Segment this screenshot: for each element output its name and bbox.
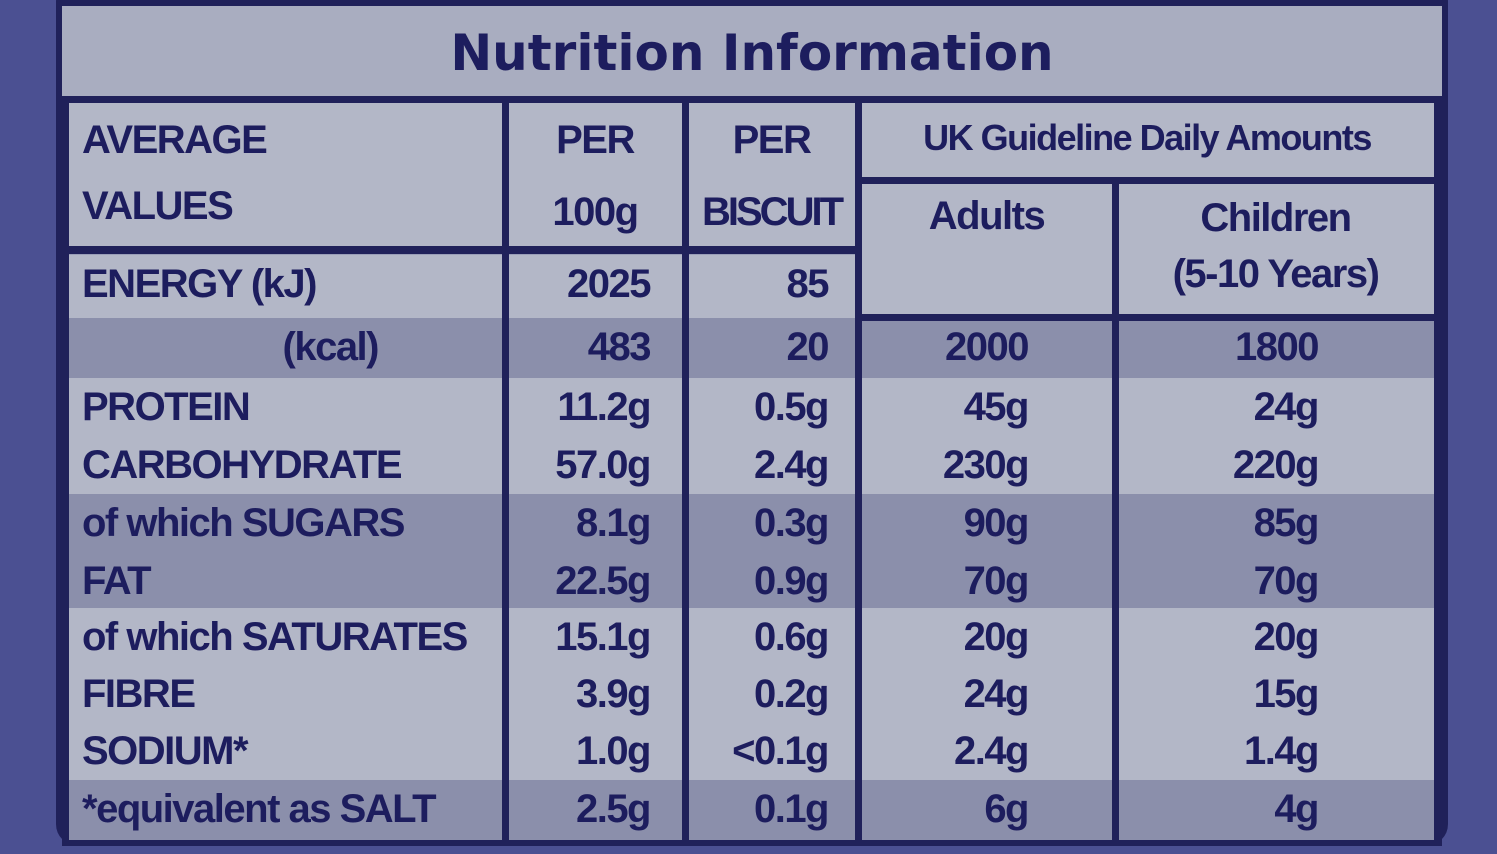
cell-value: 45g bbox=[963, 385, 1030, 429]
cell-value: 2.4g bbox=[753, 443, 830, 487]
cell-value: 85 bbox=[786, 262, 830, 306]
cell-value: 220g bbox=[1232, 443, 1320, 487]
cell-value: 70g bbox=[963, 559, 1030, 603]
cell-value: 0.2g bbox=[753, 672, 830, 716]
row-label: of which SATURATES bbox=[82, 615, 468, 659]
column-rule bbox=[502, 100, 509, 845]
table-border bbox=[62, 96, 69, 846]
cell-value: 0.6g bbox=[753, 615, 830, 659]
cell-value: 57.0g bbox=[555, 443, 651, 487]
cell-value: 15g bbox=[1253, 672, 1320, 716]
column-rule bbox=[855, 100, 862, 845]
header-text: (5-10 Years) bbox=[1172, 252, 1380, 296]
cell-value: 8.1g bbox=[575, 501, 652, 545]
header-cell bbox=[858, 100, 1436, 318]
header-text: AVERAGE bbox=[82, 118, 268, 162]
cell-value: 0.3g bbox=[753, 501, 830, 545]
title: Nutrition Information bbox=[450, 24, 1054, 82]
header-text: VALUES bbox=[82, 184, 234, 228]
cell-value: 22.5g bbox=[555, 559, 651, 603]
row-background bbox=[68, 255, 858, 318]
cell-value: 15.1g bbox=[555, 615, 651, 659]
cell-value: 230g bbox=[942, 443, 1030, 487]
cell-value: 11.2g bbox=[557, 385, 651, 429]
cell-value: 24g bbox=[963, 672, 1030, 716]
row-background bbox=[68, 378, 1436, 436]
cell-value: 20g bbox=[963, 615, 1030, 659]
table-border bbox=[62, 840, 1442, 846]
header-text: UK Guideline Daily Amounts bbox=[923, 117, 1372, 158]
header-text: PER bbox=[732, 118, 812, 162]
header-text: Adults bbox=[928, 194, 1046, 238]
cell-value: 3.9g bbox=[575, 672, 652, 716]
table-border bbox=[1434, 96, 1442, 846]
cell-value: 2000 bbox=[945, 325, 1029, 369]
cell-value: 0.1g bbox=[753, 787, 830, 831]
row-background bbox=[68, 722, 1436, 780]
header-text: PER bbox=[556, 118, 635, 162]
cell-value: 85g bbox=[1253, 501, 1320, 545]
cell-value: 20 bbox=[786, 325, 830, 369]
header-text: 100g bbox=[552, 190, 639, 234]
header-text: Children bbox=[1200, 196, 1352, 240]
cell-value: 0.5g bbox=[753, 385, 830, 429]
row-background bbox=[68, 608, 1436, 665]
row-background bbox=[68, 318, 1436, 378]
row-label: of which SUGARS bbox=[82, 501, 405, 545]
cell-value: 90g bbox=[963, 501, 1030, 545]
row-rule bbox=[858, 177, 1442, 184]
row-background bbox=[68, 665, 1436, 722]
cell-value: 2.5g bbox=[575, 787, 652, 831]
row-label: PROTEIN bbox=[82, 385, 251, 429]
header-cell bbox=[68, 100, 858, 252]
cell-value: 1.4g bbox=[1243, 729, 1320, 773]
row-label: *equivalent as SALT bbox=[82, 787, 437, 831]
row-background bbox=[68, 780, 1436, 842]
row-background bbox=[68, 552, 1436, 608]
cell-value: 70g bbox=[1253, 559, 1320, 603]
cell-value: 24g bbox=[1253, 385, 1320, 429]
cell-value: 2.4g bbox=[953, 729, 1030, 773]
cell-value: 4g bbox=[1274, 787, 1319, 831]
column-rule bbox=[682, 100, 689, 845]
row-label: ENERGY (kJ) bbox=[82, 262, 317, 306]
cell-value: 0.9g bbox=[753, 559, 830, 603]
cell-value: 483 bbox=[587, 325, 652, 369]
header-text: BISCUIT bbox=[702, 190, 844, 234]
cell-value: 2025 bbox=[567, 262, 651, 306]
row-rule bbox=[62, 246, 858, 254]
row-background bbox=[68, 436, 1436, 494]
cell-value: 20g bbox=[1253, 615, 1320, 659]
row-label: FAT bbox=[82, 559, 152, 603]
row-rule bbox=[858, 314, 1442, 321]
row-label: (kcal) bbox=[282, 325, 380, 369]
cell-value: 1.0g bbox=[575, 729, 652, 773]
row-rule bbox=[62, 96, 1442, 103]
row-label: CARBOHYDRATE bbox=[82, 443, 403, 487]
column-rule bbox=[1112, 180, 1119, 845]
cell-value: 6g bbox=[984, 787, 1029, 831]
cell-value: <0.1g bbox=[732, 729, 829, 773]
row-label: SODIUM* bbox=[82, 729, 249, 773]
row-label: FIBRE bbox=[82, 672, 196, 716]
cell-value: 1800 bbox=[1235, 325, 1319, 369]
title-bar bbox=[62, 0, 1442, 100]
row-background bbox=[68, 494, 1436, 552]
